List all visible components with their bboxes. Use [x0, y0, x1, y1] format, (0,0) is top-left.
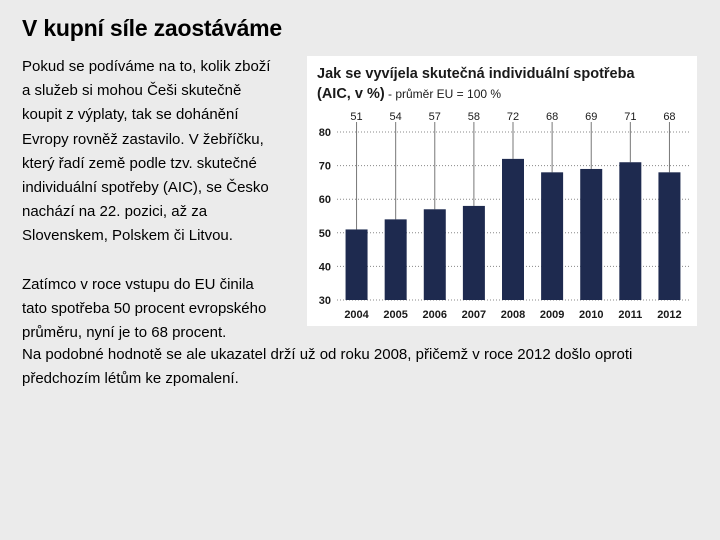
data-label: 58 [468, 111, 480, 123]
page-title: V kupní síle zaostáváme [22, 15, 283, 41]
y-tick-label: 70 [319, 161, 331, 173]
x-tick-label: 2010 [579, 309, 603, 321]
article-line: a služeb si mohou Češi skutečně [22, 82, 242, 100]
bar [502, 158, 524, 300]
article-line: který řadí země podle tzv. skutečné [22, 154, 257, 172]
article-line: Na podobné hodnotě se ale ukazatel drží … [22, 346, 633, 363]
data-label: 68 [546, 111, 558, 123]
data-label: 68 [663, 111, 675, 123]
chart-subtitle: - průměr EU = 100 % [384, 87, 502, 101]
y-tick-label: 50 [319, 228, 331, 240]
article-line: tato spotřeba 50 procent evropského [22, 300, 267, 318]
data-label: 54 [390, 111, 402, 123]
chart-title-unit: (AIC, v %) [317, 86, 385, 102]
data-label: 71 [624, 111, 636, 123]
article-line: individuální spotřeby (AIC), se Česko [22, 179, 269, 197]
bar [345, 229, 368, 300]
article-line: předchozím létům ke zpomalení. [22, 370, 239, 388]
article-text-column: Pokud se podíváme na to, kolik zboží a s… [22, 55, 302, 345]
y-tick-label: 40 [319, 261, 331, 273]
chart-title-line2: (AIC, v %) - průměr EU = 100 % [317, 84, 635, 104]
y-tick-label: 60 [319, 194, 331, 206]
x-tick-label: 2012 [657, 309, 681, 321]
bar [541, 172, 564, 300]
y-tick-label: 30 [319, 295, 331, 307]
bar-chart: 30 40 50 60 70 80 51 2004 54 2005 57 2006 58 2007 72 20… [319, 111, 689, 321]
x-tick-label: 2008 [501, 309, 525, 321]
bar [619, 162, 642, 300]
data-label: 51 [350, 111, 362, 123]
article-line: Zatímco v roce vstupu do EU činila [22, 275, 254, 293]
bar [580, 168, 603, 300]
bar [462, 205, 485, 300]
bar [384, 219, 407, 300]
x-tick-label: 2004 [344, 309, 369, 321]
y-tick-label: 80 [319, 127, 331, 139]
article-line: Pokud se podíváme na to, kolik zboží [22, 58, 271, 75]
data-label: 69 [585, 111, 597, 123]
chart-title-line1: Jak se vyvíjela skutečná individuální sp… [317, 66, 635, 82]
article-line: průměru, nyní je to 68 procent. [22, 324, 227, 342]
data-label: 72 [507, 111, 519, 123]
data-label: 57 [429, 111, 441, 123]
x-tick-label: 2011 [618, 309, 642, 321]
bar [658, 172, 681, 300]
article-line: nachází na 22. pozici, až za [22, 203, 208, 221]
x-tick-label: 2005 [383, 309, 407, 321]
article-line: Evropy rovněž zastavilo. V žebříčku, [22, 130, 264, 148]
paragraph-spacer [22, 249, 302, 273]
x-tick-label: 2009 [540, 309, 564, 321]
article-text-full: Na podobné hodnotě se ale ukazatel drží … [22, 343, 712, 391]
chart-title: Jak se vyvíjela skutečná individuální sp… [317, 64, 635, 104]
article-line: Slovenskem, Polskem či Litvou. [22, 227, 233, 245]
x-tick-label: 2006 [423, 309, 447, 321]
x-tick-label: 2007 [462, 309, 486, 321]
article-line: koupit z výplaty, tak se dohánění [22, 106, 239, 124]
chart-container: Jak se vyvíjela skutečná individuální sp… [307, 56, 697, 326]
bar [423, 209, 446, 300]
